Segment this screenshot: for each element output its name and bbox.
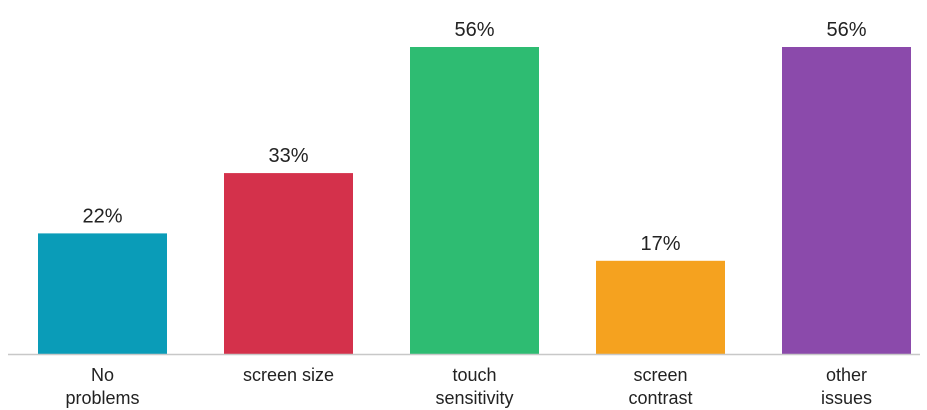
category-label-4-line-1: issues — [821, 388, 872, 408]
category-label-0-line-1: problems — [65, 388, 139, 408]
bar-value-label-0: 22% — [82, 205, 122, 227]
category-labels-group: No problems screen size touch sensitivity scr… — [65, 365, 872, 408]
value-labels-group: 22% 33% 56% 17% 56% — [82, 19, 866, 255]
category-label-0-line-0: No — [91, 365, 114, 385]
bar-2 — [410, 47, 539, 354]
bar-1 — [224, 173, 353, 354]
bar-3 — [596, 260, 725, 354]
bar-value-label-4: 56% — [826, 19, 866, 41]
bar-value-label-2: 56% — [454, 19, 494, 41]
category-label-2-line-1: sensitivity — [435, 388, 513, 408]
category-label-4-line-0: other — [826, 365, 867, 385]
bar-value-label-3: 17% — [640, 233, 680, 255]
category-label-2-line-0: touch — [452, 365, 496, 385]
bar-value-label-1: 33% — [268, 145, 308, 167]
category-label-3-line-0: screen — [633, 365, 687, 385]
bar-4 — [782, 47, 911, 354]
category-label-3-line-1: contrast — [628, 388, 692, 408]
bars-group — [38, 47, 911, 354]
category-label-1-line-0: screen size — [243, 365, 334, 385]
bar-0 — [38, 233, 167, 354]
